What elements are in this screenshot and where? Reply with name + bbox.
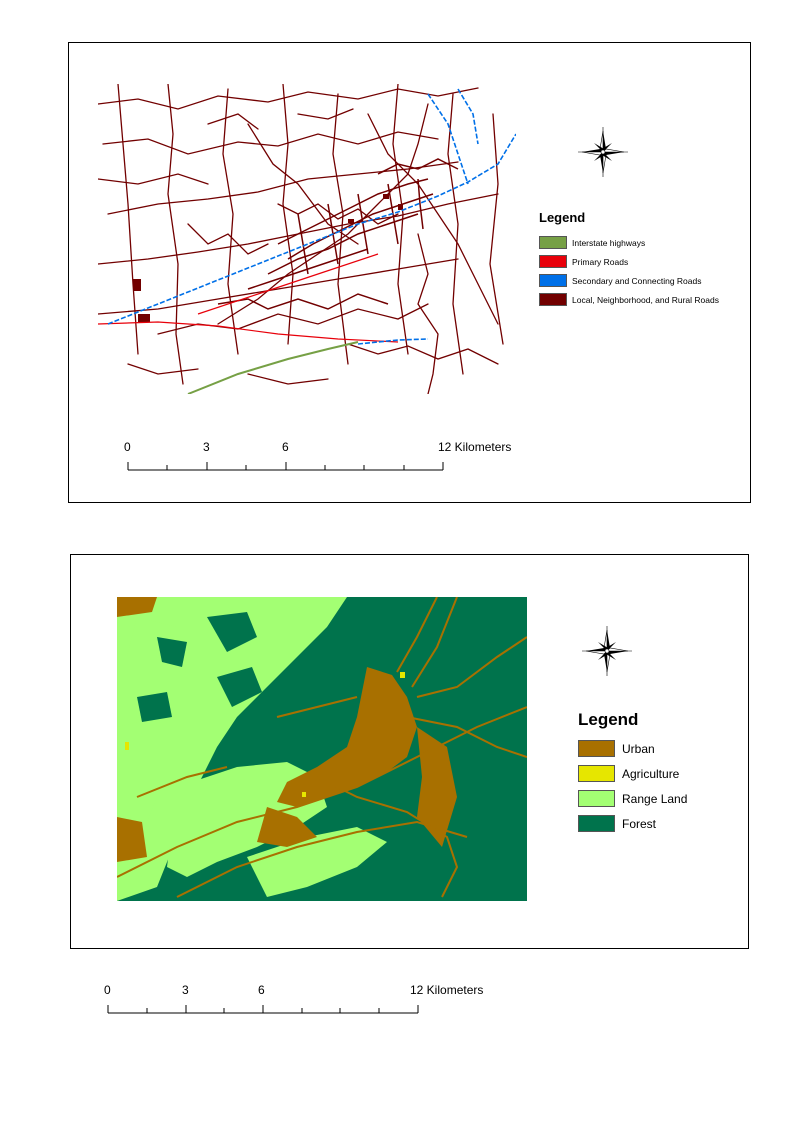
legend-item-secondary: Secondary and Connecting Roads [539, 271, 719, 290]
legend-label: Urban [622, 741, 655, 756]
legend-swatch [539, 293, 567, 306]
roads-legend: Legend Interstate highways Primary Roads… [539, 210, 719, 309]
legend-label: Secondary and Connecting Roads [572, 275, 702, 286]
landuse-legend: Legend Urban Agriculture Range Land Fore… [578, 710, 687, 836]
urban-area [117, 597, 457, 862]
legend-item-range-land: Range Land [578, 786, 687, 811]
legend-swatch [539, 236, 567, 249]
scale-label: 6 [282, 440, 289, 454]
scale-label: 0 [104, 983, 111, 997]
legend-item-forest: Forest [578, 811, 687, 836]
interstate-highways [187, 341, 359, 394]
roads-map [98, 84, 516, 394]
legend-label: Forest [622, 816, 657, 831]
scale-bar: 0 3 6 12 Kilometers [98, 983, 518, 1017]
scale-label: 6 [258, 983, 265, 997]
landuse-map [117, 597, 527, 901]
legend-label: Primary Roads [572, 256, 629, 267]
legend-item-agriculture: Agriculture [578, 761, 687, 786]
legend-swatch [578, 765, 615, 782]
legend-label: Agriculture [622, 766, 680, 781]
scale-label: 0 [124, 440, 131, 454]
scale-bar: 0 3 6 12 Kilometers [118, 440, 538, 474]
legend-label: Interstate highways [572, 237, 646, 248]
legend-swatch [539, 255, 567, 268]
forest-patches [137, 612, 262, 722]
scale-label: 12 Kilometers [438, 440, 512, 454]
scale-label: 12 Kilometers [410, 983, 484, 997]
scale-bar-ticks [127, 462, 444, 471]
scale-label: 3 [182, 983, 189, 997]
legend-item-urban: Urban [578, 736, 687, 761]
primary-roads [98, 253, 399, 343]
legend-swatch [578, 815, 615, 832]
secondary-roads [107, 88, 516, 345]
scale-bar-ticks [107, 1005, 419, 1014]
roads-map-frame [68, 42, 751, 503]
legend-item-primary: Primary Roads [539, 252, 719, 271]
legend-label: Range Land [622, 791, 688, 806]
urban-roads [117, 597, 527, 898]
urban-road-cluster [217, 158, 459, 310]
scale-label: 3 [203, 440, 210, 454]
legend-title: Legend [539, 210, 586, 225]
legend-title: Legend [578, 710, 639, 729]
agriculture-area [125, 672, 405, 797]
legend-swatch [539, 274, 567, 287]
legend-swatch [578, 740, 615, 757]
legend-swatch [578, 790, 615, 807]
legend-item-local: Local, Neighborhood, and Rural Roads [539, 290, 719, 309]
north-arrow-compass-icon [582, 626, 632, 676]
legend-label: Local, Neighborhood, and Rural Roads [572, 294, 719, 305]
north-arrow-compass-icon [578, 127, 628, 177]
urban-blocks [133, 194, 403, 322]
local-roads [98, 84, 504, 394]
legend-item-interstate: Interstate highways [539, 233, 719, 252]
